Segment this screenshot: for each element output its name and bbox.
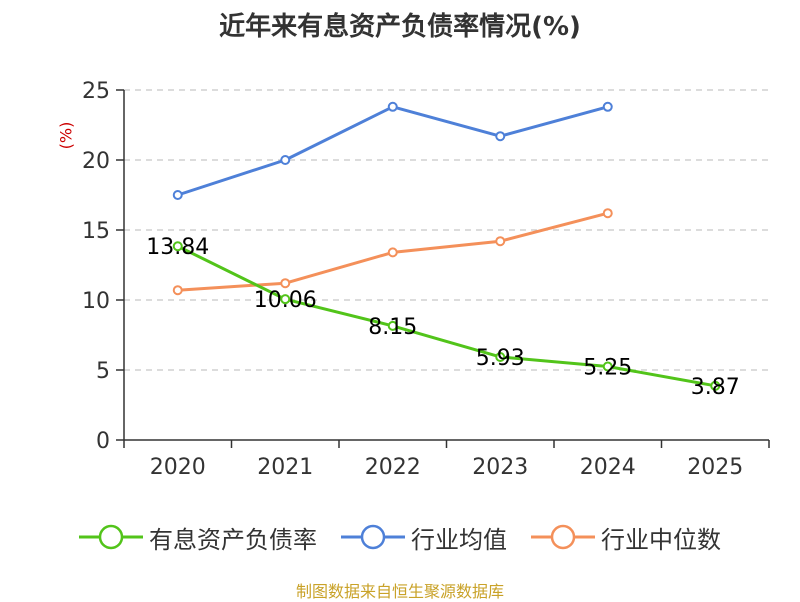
legend-label: 行业均值 [411, 525, 507, 554]
chart-title: 近年来有息资产负债率情况(%) [219, 12, 581, 42]
x-tick-label: 2025 [687, 455, 743, 480]
data-point [495, 131, 506, 142]
y-tick-label: 0 [96, 429, 110, 454]
data-point [602, 361, 613, 372]
gridlines [124, 89, 769, 371]
legend-label: 行业中位数 [601, 525, 721, 554]
data-label: 5.25 [583, 356, 632, 381]
data-point [172, 285, 183, 296]
legend-marker [550, 524, 576, 550]
data-point [387, 320, 398, 331]
series-group [172, 101, 721, 391]
data-point [710, 380, 721, 391]
y-tick-label: 25 [82, 79, 110, 104]
x-tick-label: 2022 [365, 455, 421, 480]
y-tick-label: 10 [82, 289, 110, 314]
legend-item[interactable]: 行业中位数 [531, 520, 721, 555]
x-tick-label: 2024 [580, 455, 636, 480]
data-point [602, 101, 613, 112]
legend-marker [360, 524, 386, 550]
series-line [177, 105, 609, 197]
y-tick-label: 5 [96, 359, 110, 384]
legend-label: 有息资产负债率 [149, 525, 317, 554]
legend-swatch-icon [531, 524, 595, 550]
data-label: 13.84 [146, 235, 209, 260]
x-tick-label: 2023 [472, 455, 528, 480]
data-labels: 13.84 10.06 8.15 5.93 5.25 3.87 [146, 235, 739, 400]
data-point [280, 294, 291, 305]
data-point [387, 247, 398, 258]
data-point [495, 236, 506, 247]
x-tick-label: 2020 [150, 455, 206, 480]
legend-swatch-icon [341, 524, 405, 550]
data-label: 3.87 [691, 375, 740, 400]
data-point [602, 208, 613, 219]
data-label: 5.93 [476, 346, 525, 371]
data-point [387, 101, 398, 112]
data-point [172, 190, 183, 200]
x-tick-label: 2021 [257, 455, 313, 480]
data-point [280, 155, 291, 165]
legend-item[interactable]: 行业均值 [341, 520, 507, 555]
y-tick-label: 15 [82, 219, 110, 244]
legend: 有息资产负债率 行业均值 行业中位数 [0, 520, 800, 554]
data-point [280, 278, 291, 289]
source-note: 制图数据来自恒生聚源数据库 [295, 582, 504, 601]
data-label: 8.15 [368, 315, 417, 340]
legend-marker [98, 524, 124, 550]
series-line [177, 244, 716, 388]
legend-swatch-icon [79, 524, 143, 550]
data-point [495, 351, 506, 362]
y-tick-label: 20 [82, 149, 110, 174]
data-point [172, 241, 183, 252]
data-label: 10.06 [254, 288, 317, 313]
legend-item[interactable]: 有息资产负债率 [79, 520, 317, 555]
